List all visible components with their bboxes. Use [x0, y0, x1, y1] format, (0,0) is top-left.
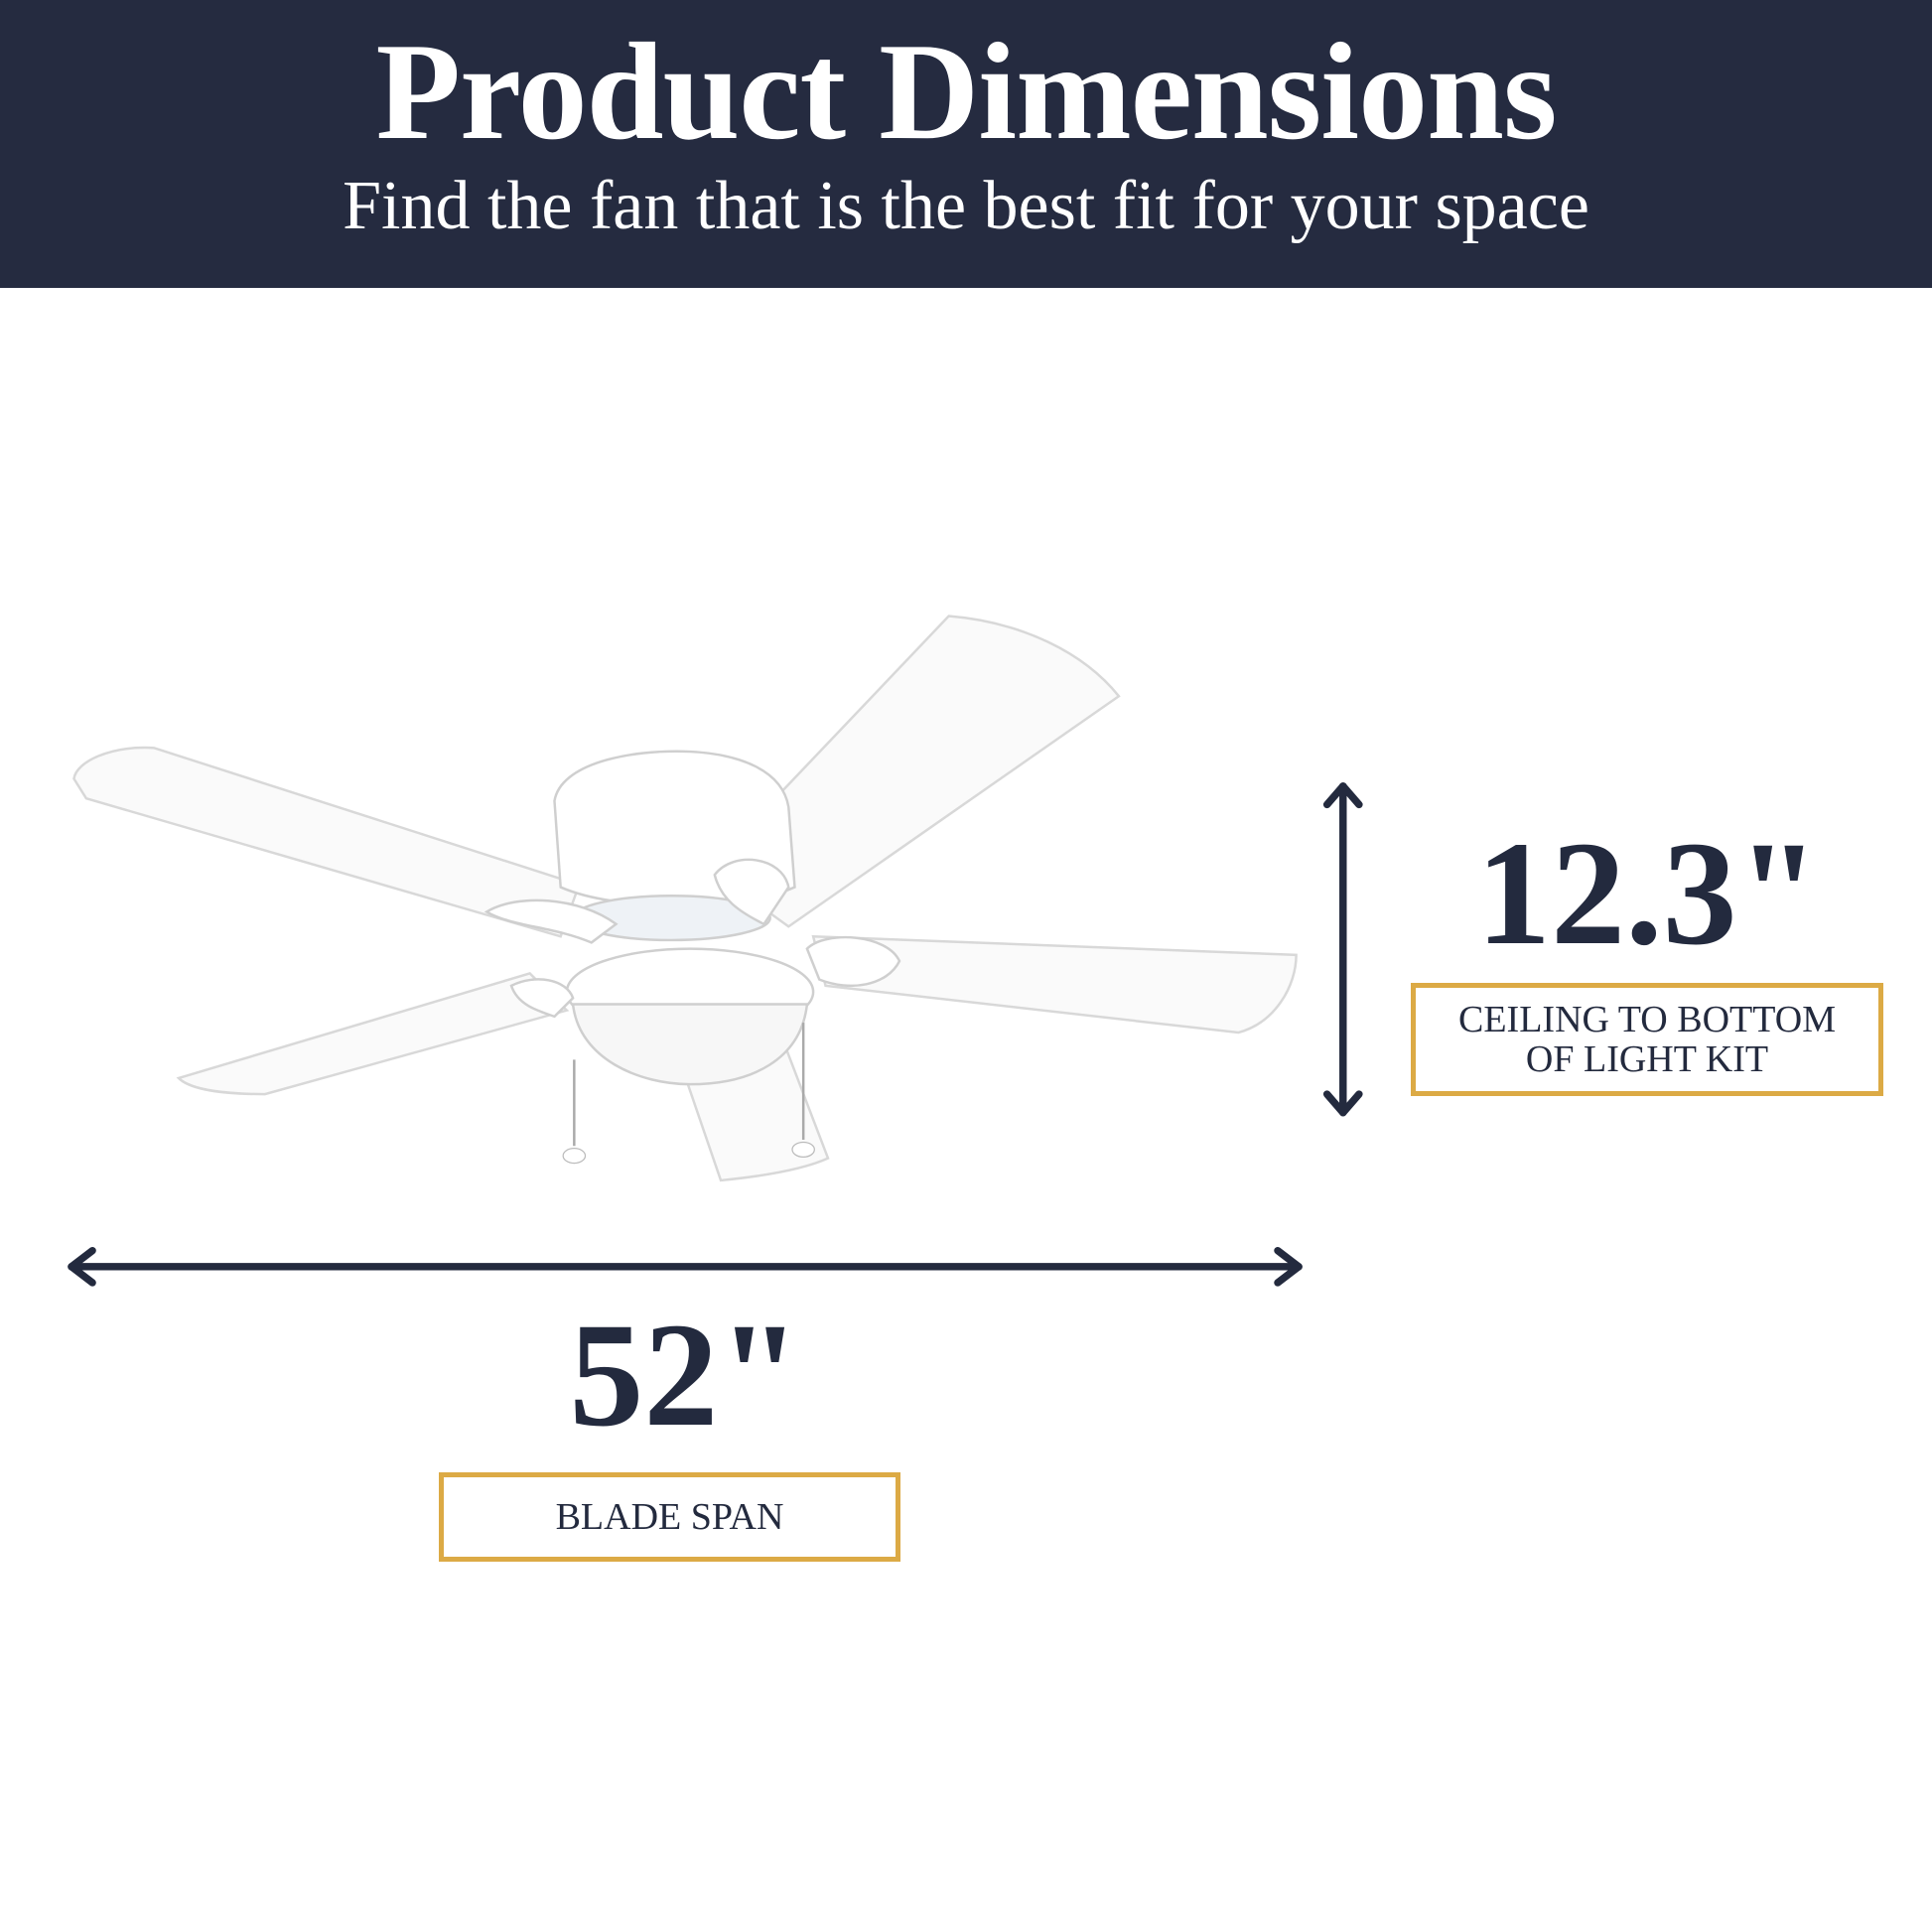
fan-blade [811, 934, 1298, 1035]
header-banner: Product Dimensions Find the fan that is … [0, 0, 1932, 288]
width-value: 52" [569, 1293, 801, 1457]
height-label-line2: OF LIGHT KIT [1525, 1038, 1769, 1080]
vertical-dimension-arrow [1322, 782, 1363, 1117]
height-value: 12.3" [1476, 811, 1820, 976]
fan-blade [176, 972, 570, 1096]
page-subtitle: Find the fan that is the best fit for yo… [343, 168, 1589, 244]
light-globe [571, 1003, 809, 1086]
blade-bracket [713, 858, 790, 926]
height-label-box: CEILING TO BOTTOM OF LIGHT KIT [1411, 983, 1883, 1096]
page-title: Product Dimensions [375, 15, 1558, 169]
blade-bracket [805, 935, 901, 988]
fan-blade [72, 746, 581, 938]
width-label: BLADE SPAN [555, 1496, 784, 1538]
blade-bracket [509, 978, 575, 1019]
blade-bracket [483, 898, 619, 944]
horizontal-dimension-arrow [68, 1246, 1303, 1287]
height-label-line1: CEILING TO BOTTOM [1458, 999, 1836, 1040]
width-label-box: BLADE SPAN [439, 1472, 900, 1562]
pull-chain-fob [791, 1141, 815, 1158]
fan-blade [706, 615, 1121, 928]
pull-chain-fob [562, 1148, 587, 1165]
